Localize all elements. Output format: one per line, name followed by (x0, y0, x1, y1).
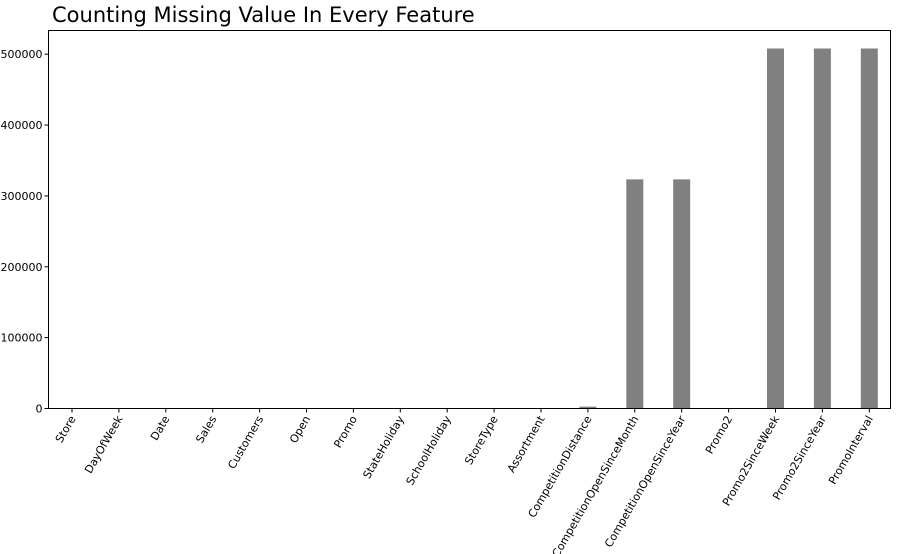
chart-title: Counting Missing Value In Every Feature (52, 3, 475, 27)
y-axis-ticks: 0 100000 200000 300000 400000 500000 (1, 48, 49, 416)
y-tick-label: 100000 (1, 332, 43, 345)
x-tick-label-customers: Customers (225, 413, 266, 471)
x-axis-ticks: Store DayOfWeek Date Sales Customers Open Prom… (53, 408, 876, 554)
y-tick-label: 200000 (1, 261, 43, 274)
bar-competition-open-since-month (626, 179, 644, 409)
x-tick-label-store-type: StoreType (462, 413, 501, 467)
bar-competition-open-since-year (673, 179, 691, 409)
bar-competition-distance (579, 406, 597, 409)
x-tick-label-assortment: Assortment (505, 413, 548, 475)
bars-group (579, 48, 878, 409)
x-tick-label-promo2-since-year: Promo2SinceYear (770, 413, 829, 502)
x-tick-label-promo2: Promo2 (703, 414, 735, 457)
x-tick-label-sales: Sales (193, 413, 219, 445)
x-tick-label-state-holiday: StateHoliday (360, 413, 407, 481)
plot-frame (48, 30, 891, 409)
bar-promo2-since-year (813, 48, 831, 409)
x-tick-label-competition-open-since-year: CompetitionOpenSinceYear (602, 413, 688, 550)
y-tick-label: 300000 (1, 190, 43, 203)
y-tick-label: 400000 (1, 119, 43, 132)
y-tick-label: 0 (36, 403, 43, 416)
bar-promo-interval (860, 48, 878, 409)
y-tick-label: 500000 (1, 48, 43, 61)
x-tick-label-promo-interval: PromoInterval (826, 414, 876, 487)
x-tick-label-school-holiday: SchoolHoliday (404, 413, 454, 487)
x-tick-label-store: Store (53, 413, 79, 445)
x-tick-label-open: Open (287, 413, 313, 445)
x-tick-label-day-of-week: DayOfWeek (82, 413, 126, 476)
x-tick-label-date: Date (148, 413, 173, 442)
x-tick-label-competition-open-since-month: CompetitionOpenSinceMonth (550, 413, 642, 554)
bar-promo2-since-week (767, 48, 784, 409)
x-tick-label-promo: Promo (331, 413, 360, 450)
